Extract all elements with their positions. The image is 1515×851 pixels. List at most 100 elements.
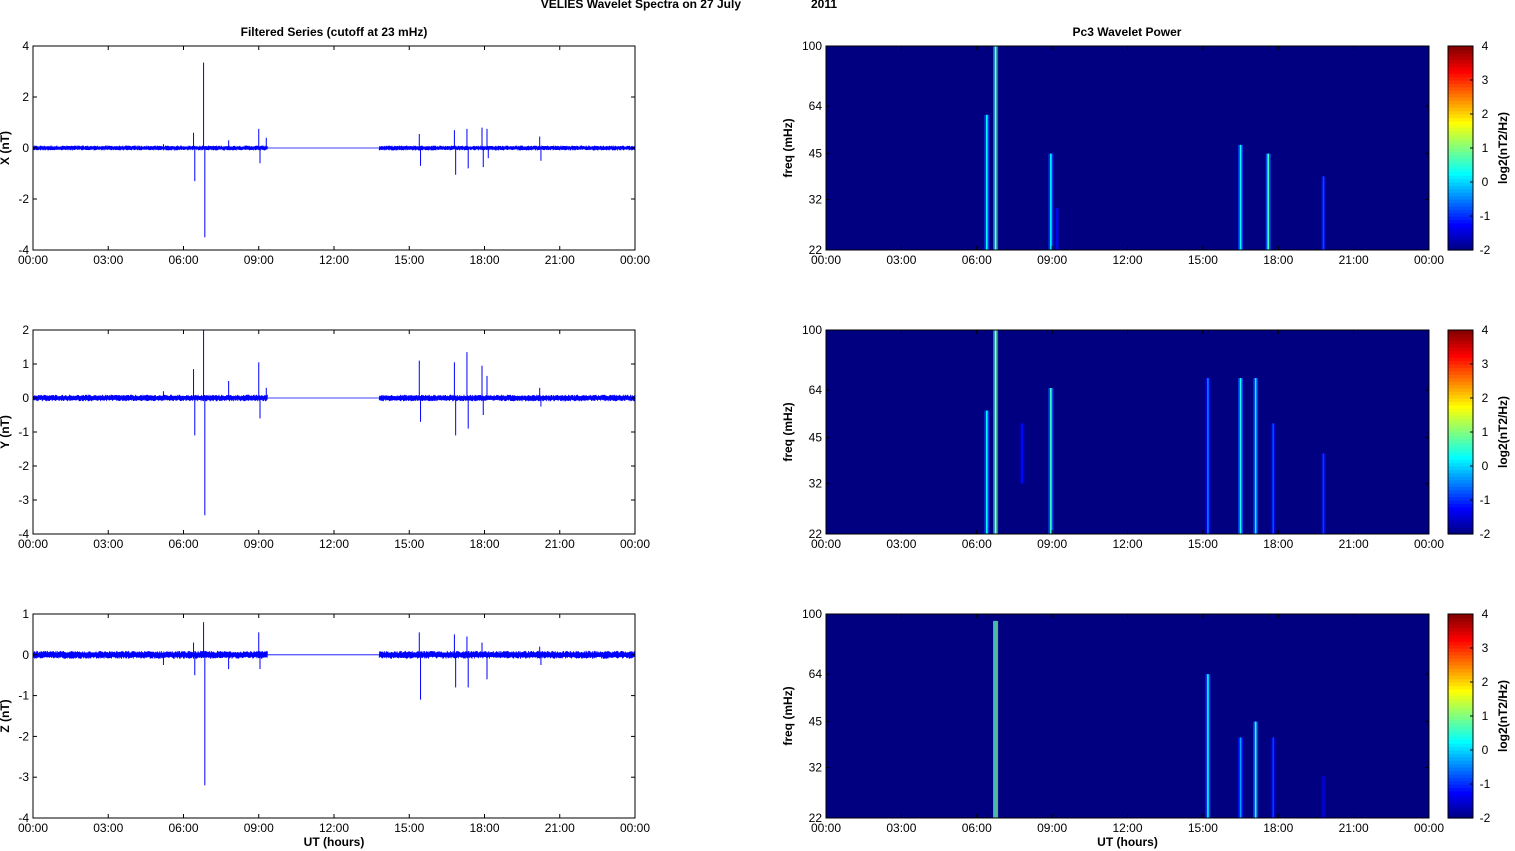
colorbar-segment — [1448, 226, 1473, 231]
series-trace — [32, 650, 268, 659]
x-tick-label: 21:00 — [1339, 253, 1369, 267]
colorbar-tick-label: 2 — [1482, 107, 1489, 121]
x-tick-label: 09:00 — [244, 821, 274, 835]
y-tick-label: 45 — [809, 147, 823, 161]
power-streak — [1050, 388, 1052, 534]
colorbar-segment — [1448, 763, 1473, 768]
colorbar-segment — [1448, 182, 1473, 186]
colorbar-segment — [1448, 483, 1473, 487]
colorbar-segment — [1448, 127, 1473, 132]
y-tick-label: 2 — [22, 90, 29, 104]
x-tick-label: 06:00 — [168, 253, 198, 267]
colorbar-tick-label: 1 — [1482, 425, 1489, 439]
series-trace — [32, 145, 268, 151]
y-axis-label: X (nT) — [0, 131, 12, 165]
colorbar-tick-label: 4 — [1482, 607, 1489, 621]
colorbar-segment — [1448, 374, 1473, 379]
colorbar-segment — [1448, 110, 1473, 115]
colorbar-segment — [1448, 158, 1473, 163]
time-series-panel: -4 -3 -2 -1 0 1 00:00 03:00 06:00 09:00 12:00 15:00… — [0, 607, 650, 849]
power-streak — [1056, 208, 1058, 250]
colorbar-segment — [1448, 343, 1473, 348]
x-tick-label: 18:00 — [469, 253, 499, 267]
y-tick-label: 1 — [22, 607, 29, 621]
colorbar-segment — [1448, 124, 1473, 129]
colorbar-segment — [1448, 246, 1473, 251]
heatmap-background — [826, 614, 1429, 818]
x-tick-label: 03:00 — [93, 537, 123, 551]
colorbar-segment — [1448, 438, 1473, 443]
colorbar-segment — [1448, 90, 1473, 95]
colorbar-segment — [1448, 520, 1473, 525]
power-streak — [1272, 737, 1275, 818]
colorbar-segment — [1448, 421, 1473, 426]
colorbar-segment — [1448, 117, 1473, 122]
colorbar-segment — [1448, 712, 1473, 717]
power-streak — [1322, 776, 1325, 818]
colorbar-segment — [1448, 469, 1473, 474]
heatmap-background — [826, 330, 1429, 534]
colorbar-segment — [1448, 726, 1473, 731]
x-tick-label: 15:00 — [1188, 537, 1218, 551]
colorbar-segment — [1448, 59, 1473, 64]
x-tick-label: 00:00 — [1414, 537, 1444, 551]
colorbar-segment — [1448, 418, 1473, 423]
colorbar-segment — [1448, 357, 1473, 362]
colorbar-segment — [1448, 175, 1473, 180]
power-streak — [994, 46, 997, 250]
colorbar-segment — [1448, 114, 1473, 118]
x-tick-label: 18:00 — [1263, 537, 1293, 551]
colorbar-segment — [1448, 46, 1473, 50]
colorbar-segment — [1448, 729, 1473, 734]
colorbar-segment — [1448, 523, 1473, 528]
colorbar-segment — [1448, 739, 1473, 744]
colorbar-segment — [1448, 614, 1473, 618]
colorbar-segment — [1448, 350, 1473, 355]
y-tick-label: 64 — [809, 99, 823, 113]
x-tick-label: 06:00 — [962, 821, 992, 835]
x-tick-label: 00:00 — [18, 253, 48, 267]
colorbar-tick-label: 0 — [1482, 743, 1489, 757]
colorbar-segment — [1448, 165, 1473, 169]
colorbar-segment — [1448, 168, 1473, 173]
x-tick-label: 18:00 — [1263, 253, 1293, 267]
colorbar-segment — [1448, 753, 1473, 758]
colorbar-tick-label: 1 — [1482, 709, 1489, 723]
x-tick-label: 15:00 — [394, 537, 424, 551]
colorbar-segment — [1448, 80, 1473, 84]
colorbar-tick-label: 2 — [1482, 675, 1489, 689]
x-tick-label: 06:00 — [962, 253, 992, 267]
colorbar-segment — [1448, 192, 1473, 197]
x-tick-label: 21:00 — [1339, 537, 1369, 551]
x-tick-label: 21:00 — [545, 821, 575, 835]
colorbar-segment — [1448, 195, 1473, 200]
y-tick-label: 0 — [22, 648, 29, 662]
colorbar-segment — [1448, 517, 1473, 521]
colorbar-segment — [1448, 702, 1473, 707]
y-tick-label: -2 — [18, 192, 29, 206]
power-streak — [1207, 378, 1209, 534]
colorbar-segment — [1448, 510, 1473, 515]
colorbar-segment — [1448, 695, 1473, 700]
colorbar-segment — [1448, 445, 1473, 450]
colorbar-segment — [1448, 620, 1473, 625]
x-tick-label: 15:00 — [394, 253, 424, 267]
colorbar-segment — [1448, 330, 1473, 334]
colorbar-segment — [1448, 103, 1473, 108]
power-streak — [1254, 721, 1257, 818]
colorbar-segment — [1448, 370, 1473, 375]
plot-area — [33, 614, 635, 818]
colorbar-segment — [1448, 52, 1473, 57]
colorbar-segment — [1448, 161, 1473, 166]
plot-area — [33, 330, 635, 534]
colorbar-segment — [1448, 384, 1473, 389]
colorbar-segment — [1448, 97, 1473, 101]
power-streak — [1207, 674, 1209, 818]
colorbar-segment — [1448, 141, 1473, 146]
colorbar-segment — [1448, 746, 1473, 751]
colorbar-tick-label: 3 — [1482, 73, 1489, 87]
colorbar-segment — [1448, 63, 1473, 67]
colorbar-tick-label: 1 — [1482, 141, 1489, 155]
y-tick-label: 64 — [809, 667, 823, 681]
